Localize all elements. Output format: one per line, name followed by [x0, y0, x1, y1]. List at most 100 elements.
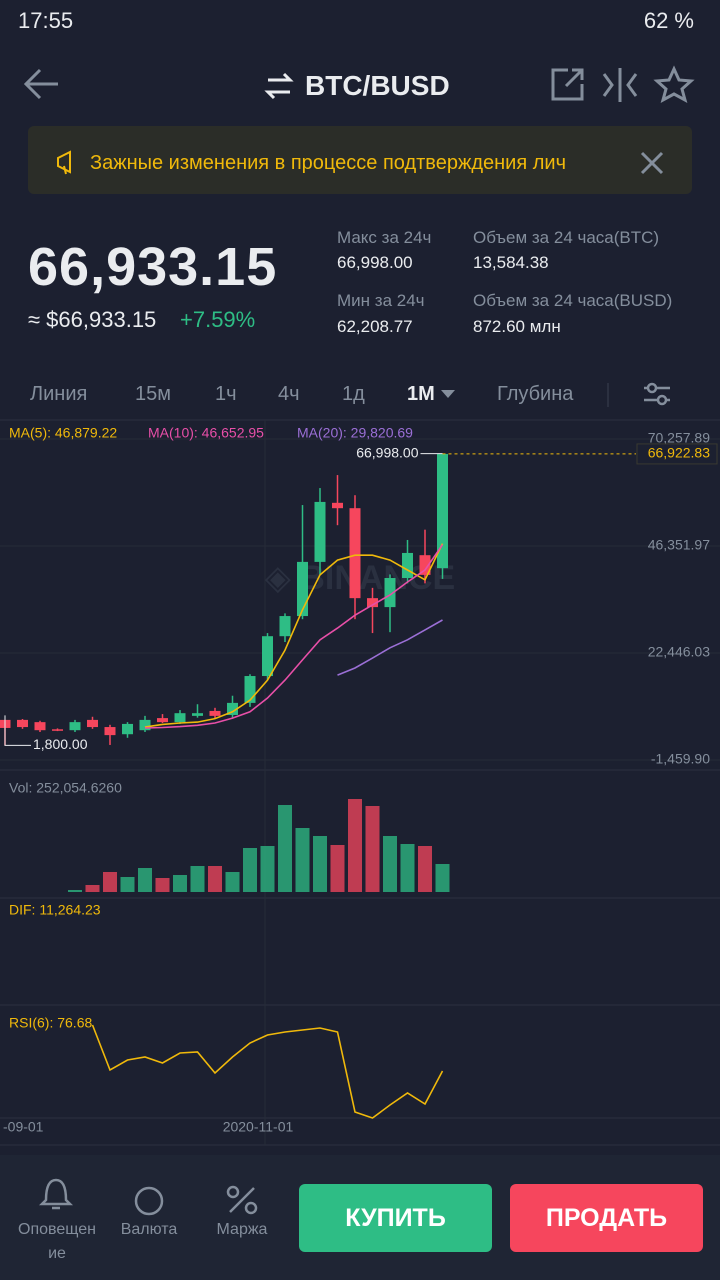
- candle-body: [367, 598, 378, 608]
- candle-body: [122, 723, 133, 735]
- banner-icon: [57, 150, 71, 175]
- banner-text[interactable]: Зажные изменения в процессе подтверждени…: [90, 152, 566, 174]
- volume-bar: [435, 863, 450, 892]
- dif-legend: DIF: 11,264.23: [9, 902, 101, 918]
- candle-body: [139, 719, 151, 731]
- volume-bar: [330, 845, 345, 892]
- candle-body: [384, 578, 396, 608]
- candle-body: [297, 561, 308, 617]
- volume-bar: [260, 846, 275, 892]
- close-icon[interactable]: [640, 151, 664, 175]
- rsi-legend: RSI(6): 76.68: [9, 1015, 92, 1031]
- ma-legend: MA(20): 29,820.69: [297, 425, 413, 441]
- x-tick-label: -09-01: [3, 1119, 44, 1135]
- volume-bar: [278, 805, 292, 892]
- ma-line: [144, 544, 444, 729]
- swap-icon[interactable]: [264, 72, 294, 100]
- share-icon[interactable]: [551, 68, 584, 101]
- min-marker: [4, 715, 31, 746]
- tab-active[interactable]: 1М: [407, 383, 435, 405]
- ma-line: [144, 543, 444, 728]
- volume-bar: [85, 885, 100, 892]
- volume-bar: [400, 844, 415, 892]
- buy-button[interactable]: КУПИТЬ: [299, 1184, 492, 1252]
- tab[interactable]: Линия: [30, 383, 88, 405]
- candle-body: [244, 676, 256, 703]
- last-price: 66,933.15: [28, 237, 278, 297]
- candle-body: [192, 713, 203, 716]
- tab[interactable]: Глубина: [497, 383, 574, 405]
- nav-currency[interactable]: Валюта: [120, 1221, 178, 1238]
- candle-body: [87, 719, 98, 728]
- ma-line: [337, 619, 443, 676]
- candle-body: [104, 727, 116, 736]
- candle-body: [34, 722, 46, 731]
- last-price-tag: 66,922.83: [648, 445, 710, 461]
- favorite-icon[interactable]: [653, 65, 695, 104]
- volume-bar: [418, 846, 432, 892]
- tab[interactable]: 15м: [135, 383, 171, 405]
- y-tick-label: 46,351.97: [648, 537, 710, 553]
- candle-body: [419, 555, 431, 575]
- last-price-tag-bg: [636, 443, 718, 465]
- status-battery: 62 %: [643, 8, 694, 33]
- volume-legend: Vol: 252,054.6260: [9, 780, 122, 796]
- tab[interactable]: 1ч: [215, 383, 237, 405]
- candle-body: [209, 710, 221, 716]
- margin-icon[interactable]: [229, 1187, 255, 1213]
- stat-value: 13,584.38: [473, 253, 549, 272]
- stat-value: 66,998.00: [337, 253, 413, 272]
- bell-icon[interactable]: [38, 1178, 74, 1210]
- candle-body: [262, 636, 273, 677]
- stat-label: Объем за 24 часа(BUSD): [473, 291, 673, 310]
- volume-bar: [103, 872, 117, 892]
- banner-bg: [28, 126, 692, 194]
- tab[interactable]: 1д: [342, 383, 365, 405]
- pair-title[interactable]: BTC/BUSD: [305, 70, 450, 101]
- margin-icon-dot: [244, 1201, 258, 1215]
- candle-body: [17, 719, 28, 728]
- volume-bar: [68, 890, 82, 892]
- volume-bar: [243, 848, 257, 892]
- y-tick-label: -1,459.90: [651, 751, 710, 767]
- volume-bar: [365, 806, 380, 892]
- candle-body: [279, 616, 291, 637]
- volume-bar: [348, 799, 362, 892]
- currency-icon[interactable]: [134, 1186, 164, 1216]
- status-time: 17:55: [18, 8, 74, 33]
- candle-body: [314, 501, 326, 562]
- ma-legend: MA(10): 46,652.95: [148, 425, 264, 441]
- volume-bar: [138, 868, 152, 892]
- settings-icon-knob: [646, 382, 658, 394]
- stat-value: 62,208.77: [337, 317, 413, 336]
- candle-body: [332, 502, 343, 509]
- candle-body: [174, 713, 186, 723]
- y-tick-label: 22,446.03: [648, 644, 710, 660]
- compare-icon[interactable]: [602, 68, 638, 102]
- stat-label: Объем за 24 часа(BTC): [473, 228, 660, 247]
- max-label: 66,998.00: [356, 444, 418, 460]
- volume-bar: [208, 866, 222, 892]
- back-icon[interactable]: [23, 68, 58, 100]
- nav-margin[interactable]: Маржа: [216, 1221, 268, 1238]
- candle-body: [437, 453, 448, 569]
- volume-bar: [173, 875, 187, 892]
- volume-bar: [295, 828, 310, 892]
- tab[interactable]: 4ч: [278, 383, 300, 405]
- volume-bar: [383, 836, 397, 892]
- sell-button[interactable]: ПРОДАТЬ: [510, 1184, 703, 1252]
- volume-bar: [190, 866, 205, 892]
- volume-bar: [313, 836, 327, 892]
- price-change: +7.59%: [180, 307, 256, 332]
- nav-alerts[interactable]: Оповещение: [18, 1221, 96, 1262]
- volume-bar: [120, 877, 135, 892]
- candle-body: [69, 722, 81, 731]
- x-tick-label: 2020-11-01: [223, 1119, 294, 1135]
- margin-icon-dot: [226, 1185, 240, 1199]
- dropdown-icon[interactable]: [441, 390, 455, 398]
- candle-body: [402, 552, 413, 579]
- candle-body: [52, 729, 63, 731]
- price-usd: ≈ $66,933.15: [28, 307, 157, 332]
